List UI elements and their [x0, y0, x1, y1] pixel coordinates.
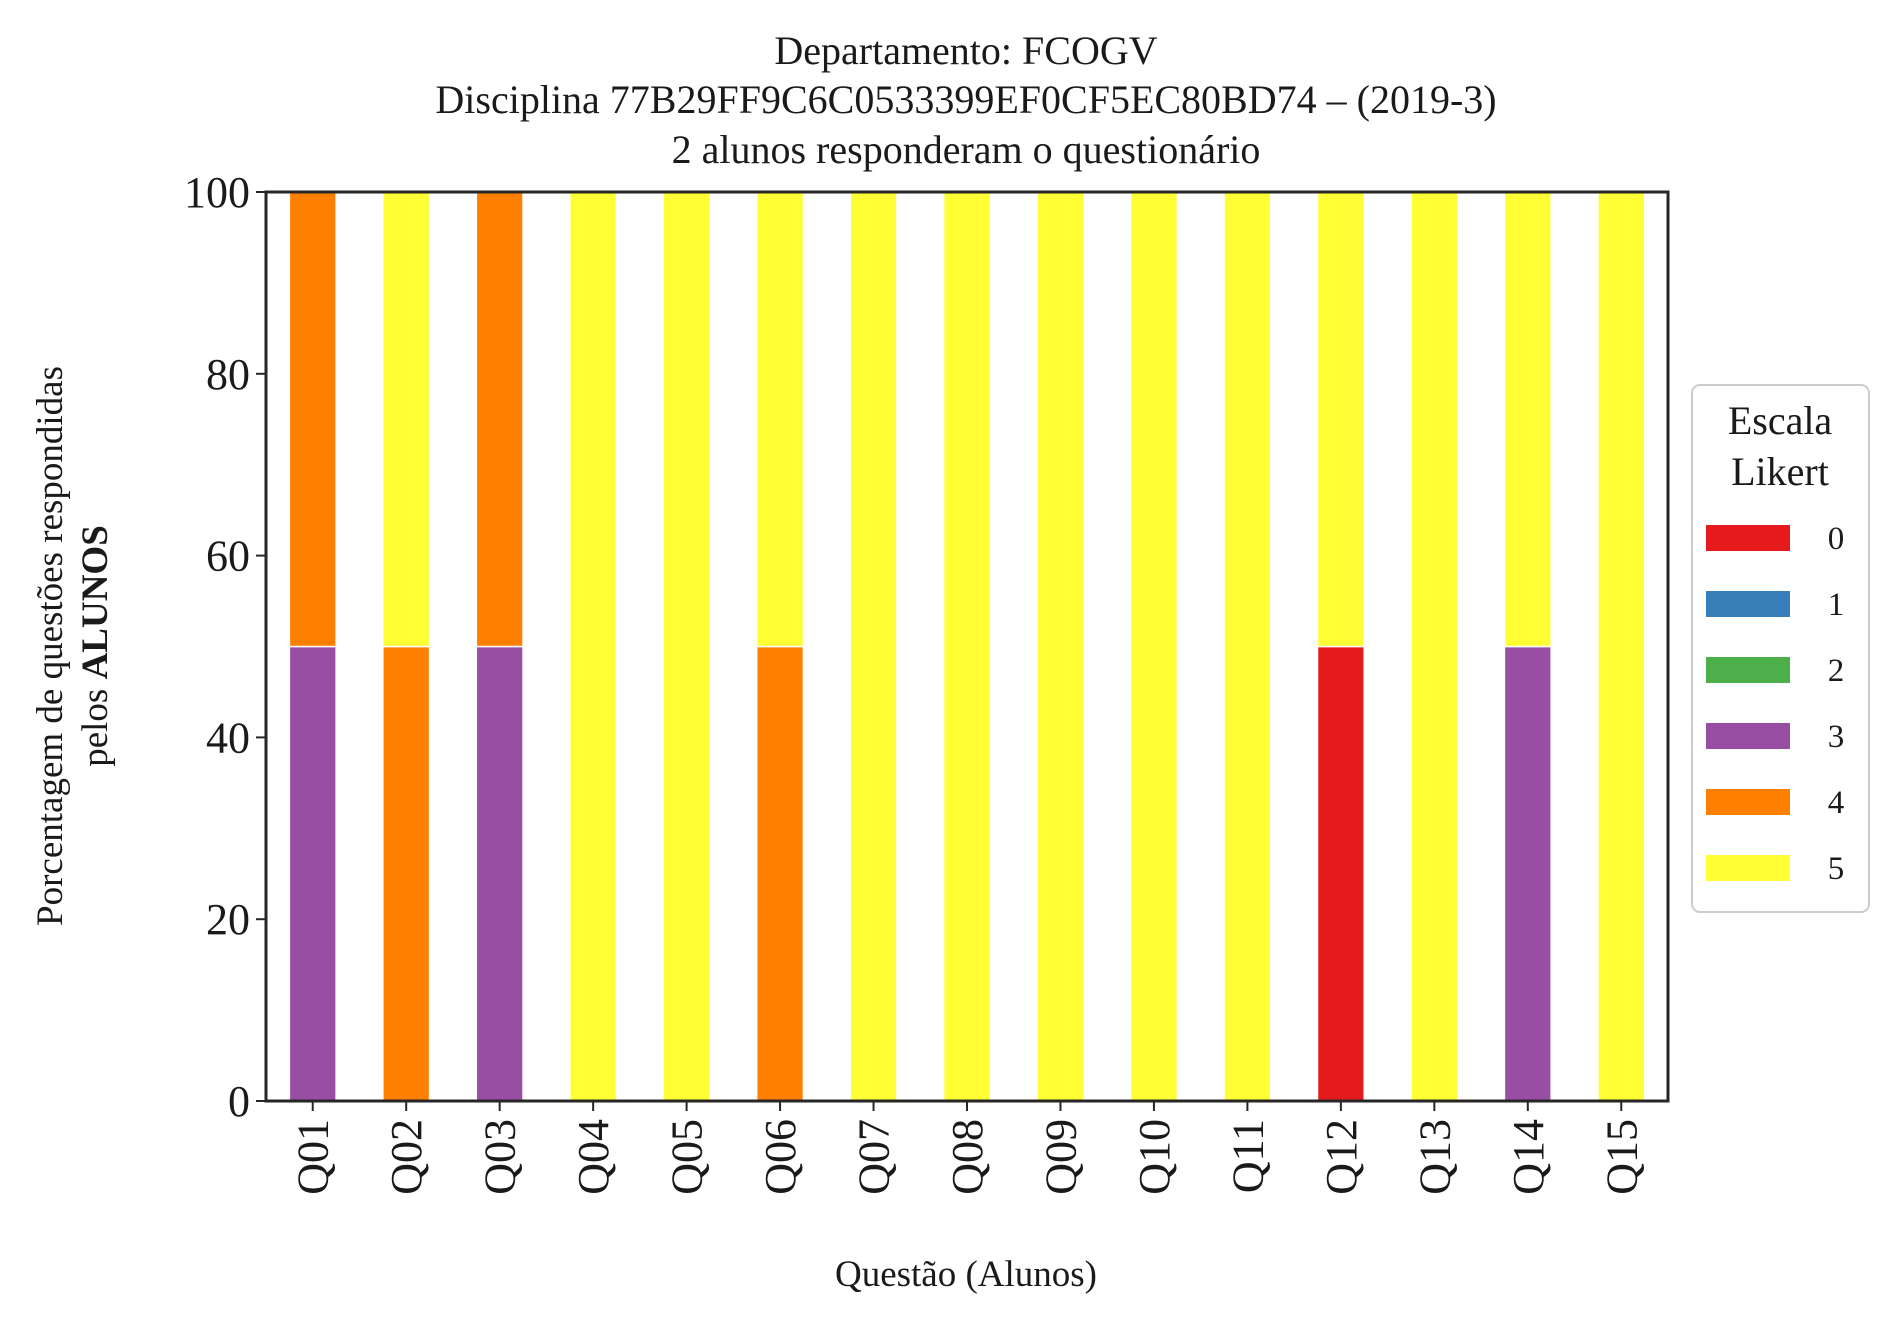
bar-q06-likert-5: [755, 191, 805, 648]
x-tick-label-q14: Q14: [1504, 1119, 1553, 1195]
legend-swatch-4: [1706, 789, 1790, 815]
bar-q03-likert-3: [475, 645, 524, 1102]
bar-q09-likert-5: [1036, 191, 1085, 1102]
x-tick-label-q11: Q11: [1223, 1119, 1272, 1193]
x-tick-label-q04: Q04: [569, 1119, 618, 1195]
y-tick-label-60: 60: [206, 532, 250, 581]
legend-swatch-1: [1706, 591, 1790, 617]
y-axis-label-prefix: pelos: [75, 679, 116, 766]
x-tick-label-q08: Q08: [943, 1119, 992, 1195]
legend-title-line-2: Likert: [1731, 449, 1829, 494]
x-tick-label-q07: Q07: [850, 1119, 899, 1195]
bar-q13-likert-5: [1410, 191, 1459, 1102]
bar-q03-likert-4: [475, 191, 524, 648]
chart-title: Departamento: FCOGV Disciplina 77B29FF9C…: [435, 28, 1496, 172]
x-tick-label-q09: Q09: [1036, 1119, 1085, 1195]
y-tick-label-80: 80: [206, 350, 250, 399]
legend-swatch-0: [1706, 525, 1790, 551]
legend-label-5: 5: [1828, 851, 1845, 887]
x-tick-label-q05: Q05: [663, 1119, 712, 1195]
title-line-2: Disciplina 77B29FF9C6C0533399EF0CF5EC80B…: [435, 77, 1496, 122]
x-tick-label-q10: Q10: [1130, 1119, 1179, 1195]
legend-label-3: 3: [1828, 719, 1845, 755]
y-tick-label-0: 0: [228, 1077, 250, 1126]
bar-q11-likert-5: [1223, 191, 1272, 1102]
bar-q05-likert-5: [662, 191, 711, 1102]
x-tick-label-q15: Q15: [1597, 1119, 1646, 1195]
bar-q07-likert-5: [849, 191, 898, 1102]
title-line-3: 2 alunos responderam o questionário: [672, 127, 1261, 172]
y-axis-label-line-1: Porcentagem de questões respondidas: [30, 366, 71, 926]
legend-title-line-1: Escala: [1728, 398, 1833, 443]
legend-label-1: 1: [1828, 587, 1845, 623]
title-line-1: Departamento: FCOGV: [774, 28, 1157, 73]
x-tick-label-q13: Q13: [1410, 1119, 1459, 1195]
bar-q04-likert-5: [569, 191, 618, 1102]
bar-q06-likert-4: [755, 645, 805, 1102]
bar-q10-likert-5: [1129, 191, 1179, 1102]
legend-box: [1691, 384, 1870, 913]
legend-swatch-3: [1706, 723, 1790, 749]
y-tick-label-40: 40: [206, 713, 250, 762]
y-axis-ticks: 0 20 40 60 80 100: [184, 168, 266, 1126]
legend-swatch-2: [1706, 657, 1790, 683]
bar-q01-likert-4: [288, 191, 337, 648]
x-tick-label-q02: Q02: [382, 1119, 431, 1195]
bar-q01-likert-3: [288, 645, 337, 1102]
x-tick-label-q01: Q01: [289, 1119, 338, 1195]
legend-label-2: 2: [1828, 653, 1845, 689]
bar-q02-likert-4: [382, 645, 431, 1102]
bar-q14-likert-5: [1503, 191, 1552, 648]
legend-label-4: 4: [1828, 785, 1845, 821]
bar-q15-likert-5: [1597, 191, 1646, 1102]
x-tick-label-q06: Q06: [756, 1119, 805, 1195]
legend-label-0: 0: [1828, 521, 1845, 557]
y-tick-label-100: 100: [184, 168, 250, 217]
legend-items: 0 1 2 3 4 5: [1706, 521, 1844, 887]
y-axis-label: Porcentagem de questões respondidas pelo…: [30, 366, 116, 926]
x-tick-label-q12: Q12: [1317, 1119, 1366, 1195]
legend-swatch-5: [1706, 855, 1790, 881]
y-axis-label-line-2: pelos ALUNOS: [75, 525, 116, 767]
y-axis-label-bold: ALUNOS: [75, 525, 116, 679]
bar-q14-likert-3: [1503, 645, 1552, 1102]
y-tick-label-20: 20: [206, 895, 250, 944]
x-axis-ticks: Q01 Q02 Q03 Q04 Q05 Q06 Q07 Q08 Q09 Q10 Q11 Q12 Q13 Q…: [289, 1101, 1646, 1195]
legend: Escala Likert 0 1 2 3 4 5: [1691, 384, 1870, 913]
bars: [288, 191, 1646, 1102]
x-axis-label: Questão (Alunos): [835, 1254, 1097, 1295]
bar-q12-likert-0: [1316, 645, 1365, 1102]
bar-q12-likert-5: [1316, 191, 1365, 648]
bar-q02-likert-5: [382, 191, 431, 648]
bar-q08-likert-5: [942, 191, 992, 1102]
x-tick-label-q03: Q03: [476, 1119, 525, 1195]
